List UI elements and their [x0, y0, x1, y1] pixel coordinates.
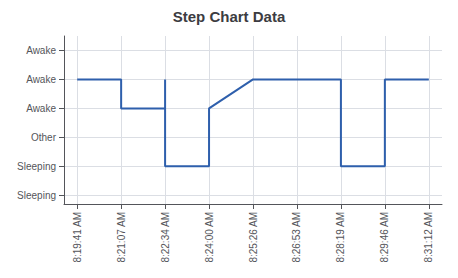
svg-text:Other: Other	[31, 132, 57, 143]
svg-text:8:21:07 AM: 8:21:07 AM	[116, 212, 127, 263]
svg-text:Step Chart Data: Step Chart Data	[173, 8, 286, 25]
svg-text:Sleeping: Sleeping	[17, 161, 56, 172]
svg-text:Sleeping: Sleeping	[17, 190, 56, 201]
svg-text:8:22:34 AM: 8:22:34 AM	[160, 212, 171, 263]
svg-text:8:29:46 AM: 8:29:46 AM	[379, 212, 390, 263]
svg-text:Awake: Awake	[26, 45, 56, 56]
svg-text:Awake: Awake	[26, 74, 56, 85]
svg-text:8:24:00 AM: 8:24:00 AM	[204, 212, 215, 263]
svg-text:8:25:26 AM: 8:25:26 AM	[248, 212, 259, 263]
svg-text:8:19:41 AM: 8:19:41 AM	[72, 212, 83, 263]
svg-text:8:26:53 AM: 8:26:53 AM	[291, 212, 302, 263]
svg-text:Awake: Awake	[26, 103, 56, 114]
svg-text:8:31:12 AM: 8:31:12 AM	[423, 212, 434, 263]
svg-text:8:28:19 AM: 8:28:19 AM	[335, 212, 346, 263]
